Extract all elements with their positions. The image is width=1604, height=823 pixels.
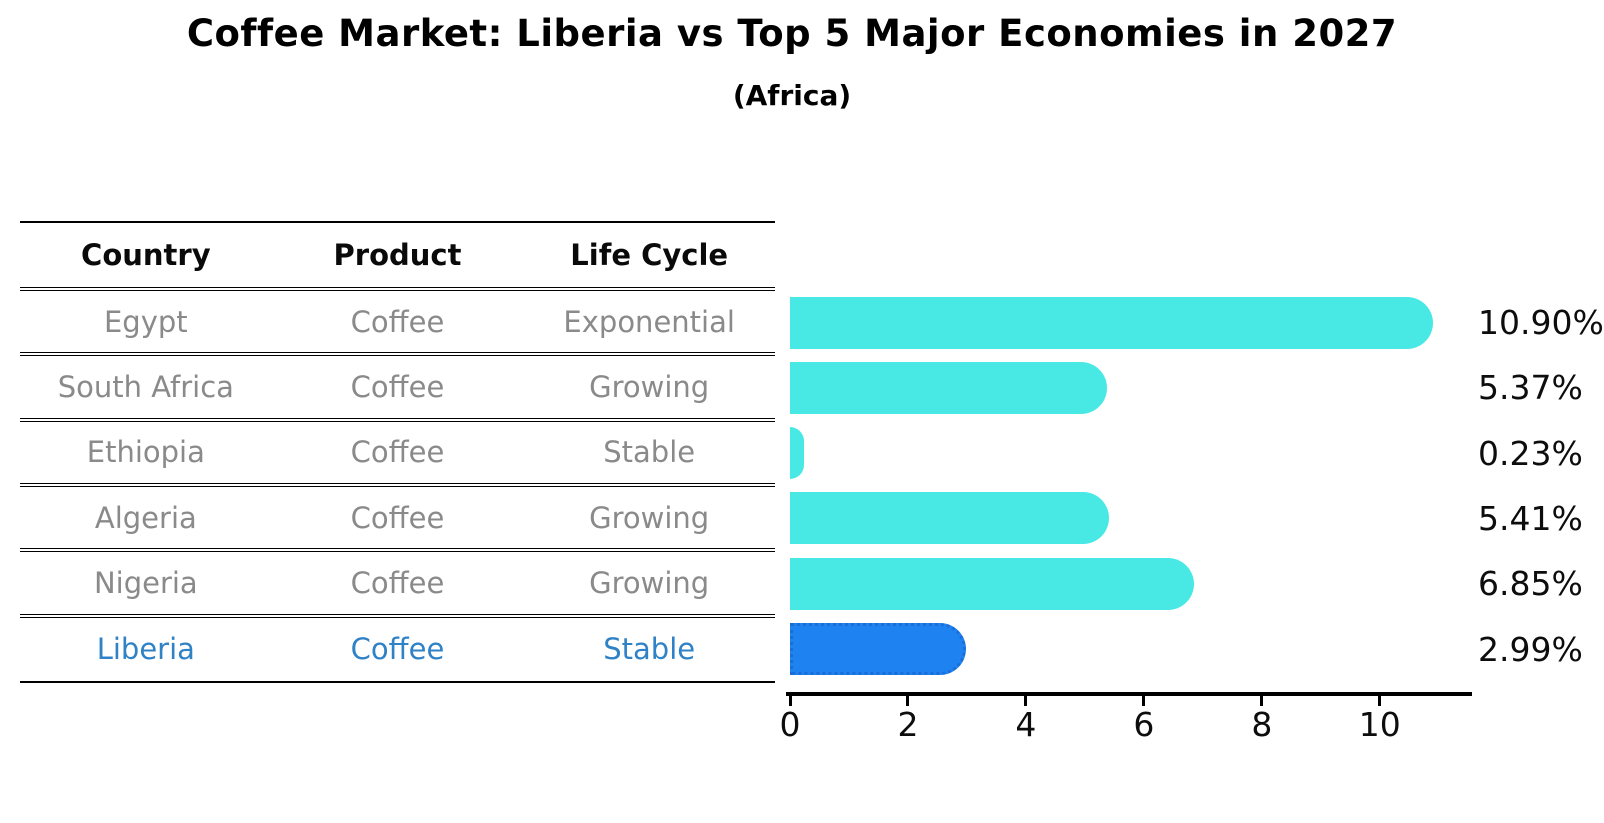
table-row-liberia: Liberia Coffee Stable	[20, 618, 775, 683]
cell-life-cycle: Stable	[603, 435, 696, 470]
cell-product: Coffee	[350, 369, 445, 404]
page-title: Coffee Market: Liberia vs Top 5 Major Ec…	[186, 12, 1398, 55]
cell-country: Liberia	[96, 632, 195, 667]
x-axis-line	[786, 692, 1472, 696]
x-tick-label-6: 6	[1133, 705, 1155, 744]
page-subtitle: (Africa)	[732, 79, 852, 112]
column-header-product: Product	[333, 238, 462, 272]
x-tick-mark-0	[788, 695, 792, 706]
x-tick-label-8: 8	[1251, 705, 1273, 744]
column-header-country: Country	[81, 238, 211, 272]
x-tick-label-2: 2	[897, 705, 919, 744]
value-label-egypt: 10.90%	[1478, 303, 1604, 343]
bar-liberia	[790, 623, 967, 676]
country-table: Country Product Life Cycle Egypt Coffee Expo…	[20, 221, 775, 683]
cell-product: Coffee	[350, 632, 445, 667]
table-row-south-africa: South Africa Coffee Growing	[20, 356, 775, 422]
cell-life-cycle: Growing	[589, 500, 710, 535]
cell-product: Coffee	[350, 565, 445, 600]
table-row-egypt: Egypt Coffee Exponential	[20, 291, 775, 357]
cell-life-cycle: Growing	[589, 369, 710, 404]
cell-life-cycle: Stable	[603, 632, 696, 667]
x-tick-label-0: 0	[779, 705, 801, 744]
bar-south-africa	[790, 361, 1107, 414]
x-tick-mark-6	[1142, 695, 1146, 706]
table-row-nigeria: Nigeria Coffee Growing	[20, 552, 775, 618]
bar-ethiopia	[790, 427, 804, 480]
bar-algeria	[790, 492, 1110, 545]
bar-nigeria	[790, 557, 1194, 610]
table-row-algeria: Algeria Coffee Growing	[20, 487, 775, 553]
cell-product: Coffee	[350, 435, 445, 470]
cell-product: Coffee	[350, 500, 445, 535]
value-label-south-africa: 5.37%	[1478, 368, 1583, 408]
value-label-liberia: 2.99%	[1478, 629, 1583, 669]
cell-life-cycle: Growing	[589, 565, 710, 600]
cell-life-cycle: Exponential	[563, 304, 735, 339]
table-row-ethiopia: Ethiopia Coffee Stable	[20, 422, 775, 487]
cell-country: Ethiopia	[86, 435, 205, 470]
bar-egypt	[790, 296, 1433, 349]
cell-country: South Africa	[57, 369, 234, 404]
x-tick-label-10: 10	[1358, 705, 1401, 744]
x-tick-label-4: 4	[1015, 705, 1037, 744]
value-label-ethiopia: 0.23%	[1478, 433, 1583, 473]
value-label-algeria: 5.41%	[1478, 499, 1583, 539]
value-label-nigeria: 6.85%	[1478, 564, 1583, 604]
column-header-life-cycle: Life Cycle	[570, 238, 729, 272]
x-tick-mark-8	[1260, 695, 1264, 706]
cell-country: Egypt	[103, 304, 188, 339]
cell-country: Algeria	[94, 500, 197, 535]
cell-product: Coffee	[350, 304, 445, 339]
x-tick-mark-4	[1024, 695, 1028, 706]
cell-country: Nigeria	[93, 565, 198, 600]
table-header-row: Country Product Life Cycle	[20, 223, 775, 291]
table-body: Egypt Coffee Exponential South Africa Coffee…	[20, 291, 775, 683]
x-tick-mark-10	[1378, 695, 1382, 706]
x-tick-mark-2	[906, 695, 910, 706]
